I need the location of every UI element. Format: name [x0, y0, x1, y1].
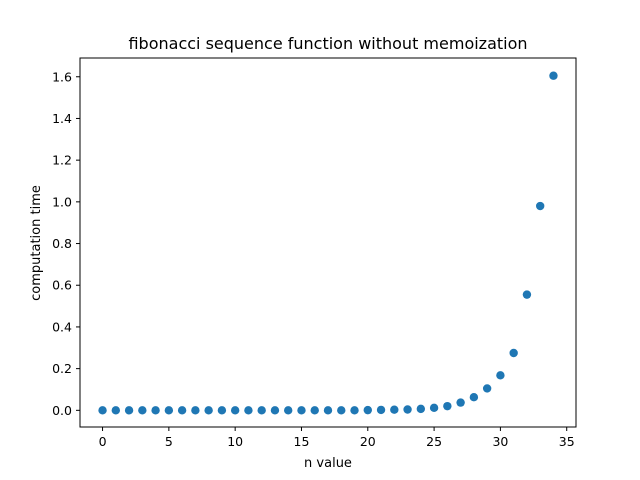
y-tick-label: 0.4 [52, 319, 72, 334]
data-point [230, 406, 240, 415]
data-point [509, 348, 518, 358]
data-point [244, 406, 253, 415]
x-tick-label: 0 [99, 434, 107, 449]
data-point [469, 392, 479, 402]
data-point [482, 384, 492, 393]
data-point [416, 404, 426, 414]
data-point [429, 403, 439, 413]
data-point [443, 401, 452, 411]
x-tick-label: 20 [360, 434, 376, 449]
y-tick-label: 1.0 [52, 194, 72, 209]
axes-frame [79, 57, 577, 428]
data-point [297, 406, 306, 415]
data-point [164, 406, 174, 415]
data-points [98, 71, 558, 415]
y-axis-ticks: 0.0 0.2 0.4 0.6 0.8 1.0 1.2 1.4 1.6 [52, 69, 80, 418]
data-point [98, 406, 107, 415]
data-point [284, 406, 293, 415]
y-tick-label: 0.0 [52, 403, 72, 418]
data-point [350, 406, 359, 415]
y-tick-label: 0.8 [52, 236, 72, 251]
data-point [323, 406, 333, 415]
data-point [177, 406, 187, 415]
x-axis-ticks: 0 5 10 15 20 25 30 35 [99, 427, 575, 449]
y-tick-label: 1.4 [52, 111, 72, 126]
chart-title: fibonacci sequence function without memo… [128, 34, 527, 53]
data-point [403, 405, 412, 414]
data-point [390, 405, 399, 414]
data-point [496, 371, 505, 380]
plot-area [79, 57, 577, 428]
data-point [124, 406, 134, 415]
y-tick-label: 1.2 [52, 153, 72, 168]
x-tick-label: 10 [227, 434, 243, 449]
data-point [111, 406, 121, 415]
data-point [549, 71, 558, 80]
data-point [522, 290, 532, 299]
x-tick-label: 30 [492, 434, 508, 449]
x-tick-label: 25 [426, 434, 442, 449]
data-point [204, 406, 213, 415]
data-point [376, 405, 386, 415]
data-point [270, 406, 280, 415]
data-point [337, 406, 346, 415]
data-point [535, 201, 545, 211]
data-point [191, 406, 200, 415]
data-point [138, 406, 147, 415]
x-axis-label: n value [304, 456, 352, 471]
y-tick-label: 0.2 [52, 361, 72, 376]
x-tick-label: 5 [165, 434, 173, 449]
y-axis-label: computation time [29, 185, 44, 301]
data-point [257, 406, 266, 415]
data-point [151, 406, 160, 415]
data-point [217, 406, 227, 415]
data-point [456, 398, 465, 407]
y-tick-label: 0.6 [52, 278, 72, 293]
y-tick-label: 1.6 [52, 69, 72, 84]
data-point [363, 405, 372, 415]
data-point [310, 406, 319, 415]
x-tick-label: 35 [559, 434, 575, 449]
x-tick-label: 15 [294, 434, 310, 449]
